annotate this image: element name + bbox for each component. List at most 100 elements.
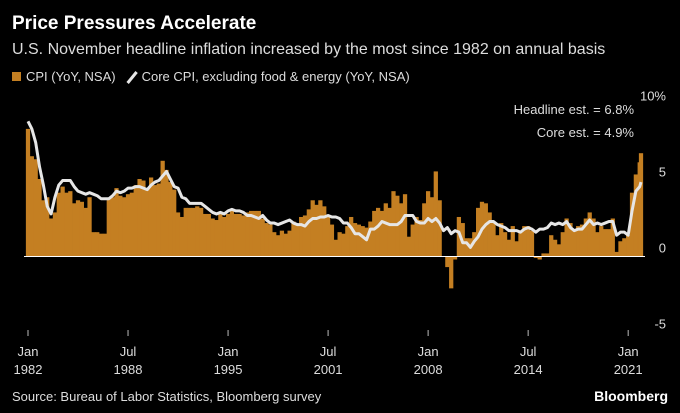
bar [322,206,327,257]
bar [179,216,185,257]
bar [602,229,608,257]
bar [399,203,404,257]
bar [618,241,623,257]
bar [29,156,34,257]
bar [429,197,435,257]
line [26,120,643,249]
bar [418,220,423,257]
legend-label: CPI (YoY, NSA) [26,69,116,84]
bar [87,197,92,257]
bar [283,233,288,257]
bar [272,232,277,257]
x-tick-label: Jan 1982 [13,344,43,377]
bar [372,210,377,257]
bar [210,218,215,257]
bar [252,210,258,257]
source: Source: Bureau of Labor Statistics, Bloo… [12,389,322,404]
bar [337,232,342,257]
bar [279,230,285,257]
bar [537,256,542,260]
bar [264,223,269,257]
bar [95,232,100,257]
bar [79,201,84,257]
bar [533,256,538,258]
bar [152,185,158,257]
bar [291,221,296,257]
bar [560,232,565,257]
bar [329,224,335,257]
bar [364,227,369,257]
bar [422,203,427,257]
bar [133,185,138,257]
bar [464,238,469,257]
bar [402,194,408,257]
bar [145,188,150,257]
bar [502,232,508,257]
bar [352,223,358,257]
bar [114,188,119,257]
bar [41,200,46,257]
y-tick-label: -5 [654,316,666,331]
bar [437,200,442,257]
x-tick-label: Jan 2021 [613,344,643,377]
bar [514,241,519,257]
bar [545,253,550,257]
bar [629,192,635,257]
bar [568,223,573,257]
bar [406,236,412,257]
bar [102,233,108,257]
bar [579,224,585,257]
bar [106,198,111,257]
bar [141,180,146,257]
bar [233,213,238,257]
bar [541,253,546,257]
bar [98,233,104,257]
bar [610,218,615,257]
bar [349,216,354,257]
bar [225,213,231,257]
bar [529,230,535,257]
bar [375,207,381,257]
bar [522,226,527,257]
bar [591,218,596,257]
bar [218,213,223,257]
bar [356,224,361,257]
bar [491,221,496,257]
bar [168,182,173,257]
y-tick-label: 10% [640,89,666,104]
bar [387,207,392,257]
bar [245,212,250,257]
bar [195,206,200,257]
annotation: Headline est. = 6.8% [514,102,635,117]
bar [164,169,169,257]
bar [125,194,131,257]
bar [64,192,69,257]
bar [549,235,554,257]
bar [576,226,581,257]
bar [241,215,246,257]
bar [306,209,311,257]
bar [202,213,208,257]
bar [91,232,96,257]
bar [487,212,492,257]
bar [483,203,488,257]
x-tick-label: Jan 1995 [213,344,243,377]
bar [156,183,161,257]
bar [572,230,577,257]
bar [222,216,227,257]
bar [295,224,300,257]
bar [287,230,292,257]
bar [414,216,419,257]
bar [45,197,50,257]
bar [452,256,458,260]
bar [60,186,65,257]
bar [52,212,58,257]
bar [118,195,123,257]
bar [122,197,127,257]
bar [583,218,588,257]
bar [199,207,204,257]
bar [383,203,388,257]
bar [148,177,154,257]
bar [345,226,350,257]
